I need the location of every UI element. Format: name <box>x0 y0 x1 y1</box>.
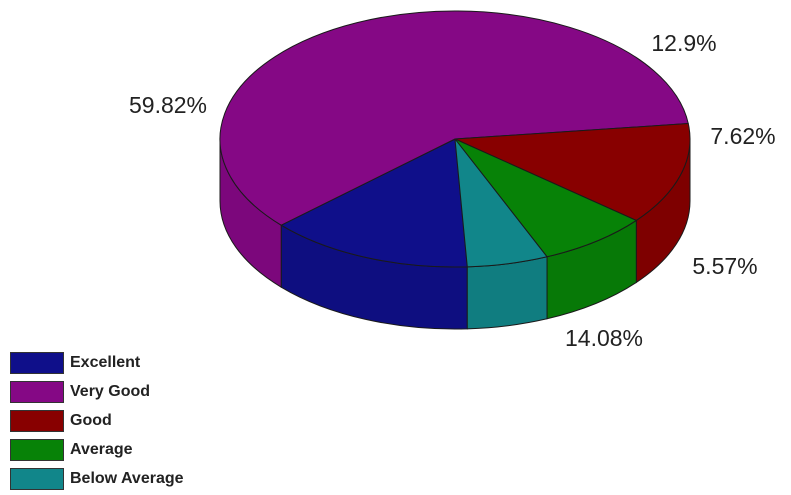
legend-label-average: Average <box>70 441 133 458</box>
pie-slice-below-average <box>454 138 548 268</box>
legend-item-below-average: Below Average <box>10 466 184 492</box>
pie-slice-excellent <box>280 138 468 268</box>
legend-item-good: Good <box>10 408 184 434</box>
legend-label-good: Good <box>70 412 112 429</box>
legend-swatch-very-good <box>10 381 64 403</box>
legend-label-excellent: Excellent <box>70 354 141 371</box>
legend-swatch-below-average <box>10 468 64 490</box>
pie-side-below-average <box>466 256 548 330</box>
data-label-average: 7.62% <box>710 123 775 149</box>
pie-slice-very-good <box>219 10 689 226</box>
legend-swatch-good <box>10 410 64 432</box>
legend-item-excellent: Excellent <box>10 350 184 376</box>
pie-slice-average <box>454 138 637 258</box>
legend-item-very-good: Very Good <box>10 379 184 405</box>
legend-label-very-good: Very Good <box>70 383 151 400</box>
data-label-below-average: 5.57% <box>692 253 757 279</box>
data-label-excellent: 14.08% <box>565 325 643 351</box>
pie-slice-good <box>454 123 691 221</box>
legend-swatch-average <box>10 439 64 461</box>
data-label-good: 12.9% <box>651 30 716 56</box>
data-label-very-good: 59.82% <box>129 92 207 118</box>
legend-item-average: Average <box>10 437 184 463</box>
legend-label-below-average: Below Average <box>70 470 184 487</box>
legend: Excellent Very Good Good Average Below A… <box>10 350 184 495</box>
legend-swatch-excellent <box>10 352 64 374</box>
